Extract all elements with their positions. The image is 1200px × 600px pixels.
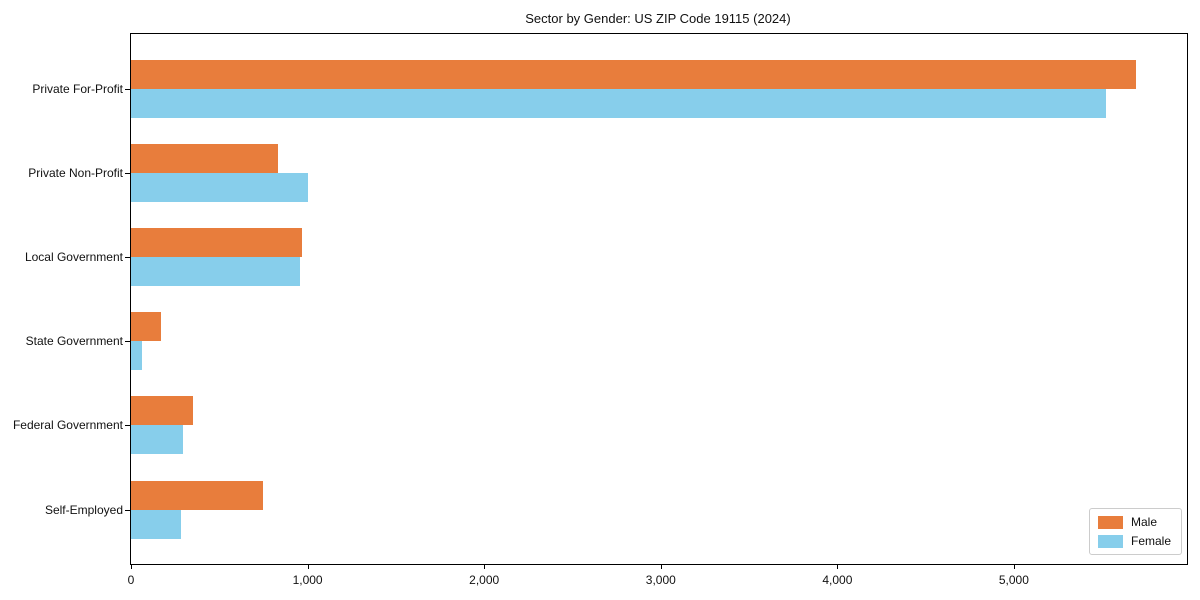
bar-male-4 — [131, 396, 193, 426]
bar-female-0 — [131, 88, 1106, 118]
legend-label: Male — [1130, 515, 1157, 529]
y-tick-mark — [125, 425, 131, 427]
legend-swatch-male-icon — [1097, 515, 1123, 529]
bar-male-0 — [131, 59, 1136, 89]
category-label: Private Non-Profit — [28, 165, 123, 180]
chart-title: Sector by Gender: US ZIP Code 19115 (202… — [525, 11, 791, 26]
x-tick-label: 1,000 — [292, 573, 323, 587]
category-label: Federal Government — [12, 418, 123, 433]
x-tick-mark — [1013, 564, 1015, 569]
plot-area: Private For-Profit Private Non-Profit Loca… — [13, 33, 1188, 587]
legend-label: Female — [1130, 534, 1171, 548]
bar-female-1 — [131, 172, 308, 202]
bar-female-5 — [131, 509, 182, 539]
y-tick-mark — [125, 88, 131, 90]
x-tick-label: 2,000 — [469, 573, 500, 587]
bar-female-3 — [131, 341, 142, 371]
bar-male-3 — [131, 312, 161, 342]
y-tick-mark — [125, 172, 131, 174]
x-tick-label: 5,000 — [998, 573, 1029, 587]
bar-male-1 — [131, 143, 278, 173]
legend-item-female: Female — [1097, 534, 1171, 548]
x-tick-mark — [660, 564, 662, 569]
legend: Male Female — [1088, 508, 1182, 555]
category-label: Local Government — [24, 249, 123, 264]
y-tick-mark — [125, 341, 131, 343]
x-tick-label: 0 — [127, 573, 135, 587]
bar-female-4 — [131, 425, 184, 455]
bar-male-5 — [131, 480, 264, 510]
x-tick-mark — [484, 564, 486, 569]
x-tick-mark — [307, 564, 309, 569]
y-tick-mark — [125, 256, 131, 258]
x-tick-mark — [837, 564, 839, 569]
bar-male-2 — [131, 227, 303, 257]
x-tick-mark — [131, 564, 132, 569]
legend-swatch-female-icon — [1097, 534, 1123, 548]
y-tick-mark — [125, 509, 131, 511]
x-tick-label: 3,000 — [645, 573, 676, 587]
legend-item-male: Male — [1097, 515, 1171, 529]
category-label: State Government — [25, 334, 123, 349]
category-label: Private For-Profit — [32, 81, 123, 96]
x-tick-label: 4,000 — [822, 573, 853, 587]
category-label: Self-Employed — [44, 502, 123, 517]
bar-female-2 — [131, 256, 300, 286]
